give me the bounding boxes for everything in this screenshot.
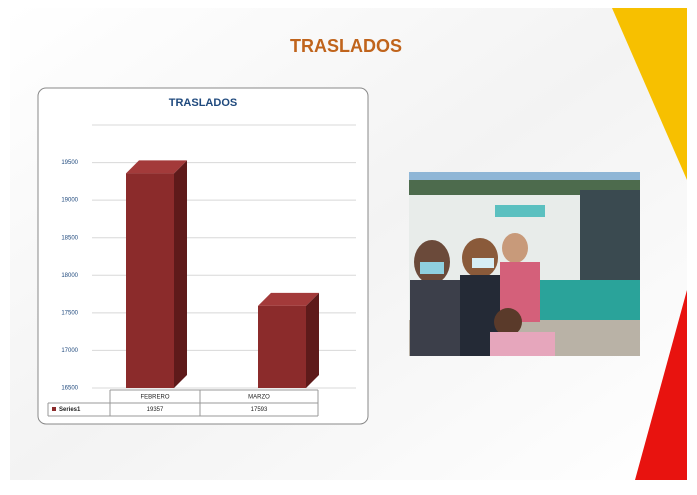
y-tick-label: 19000 (61, 198, 78, 204)
chart-title: TRASLADOS (169, 97, 237, 109)
slide-title: TRASLADOS (290, 36, 402, 56)
bar-side (174, 160, 187, 388)
bar (258, 306, 306, 388)
slide: TRASLADOS TRASLADOS 16500 17000 17500 18000… (0, 0, 697, 490)
y-tick-label: 16500 (61, 386, 78, 392)
x-tick-label: MARZO (248, 395, 270, 401)
y-tick-label: 18000 (61, 273, 78, 279)
table-value: 17593 (251, 407, 268, 413)
photo (409, 172, 640, 356)
legend-label: Series1 (59, 407, 81, 413)
y-tick-label: 18500 (61, 235, 78, 241)
y-tick-label: 17500 (61, 310, 78, 316)
table-value: 19357 (147, 407, 164, 413)
bar (126, 173, 174, 388)
y-tick-label: 19500 (61, 160, 78, 166)
bar-side (306, 293, 319, 388)
x-tick-label: FEBRERO (140, 395, 169, 401)
y-tick-label: 17000 (61, 348, 78, 354)
legend-swatch (52, 407, 56, 411)
